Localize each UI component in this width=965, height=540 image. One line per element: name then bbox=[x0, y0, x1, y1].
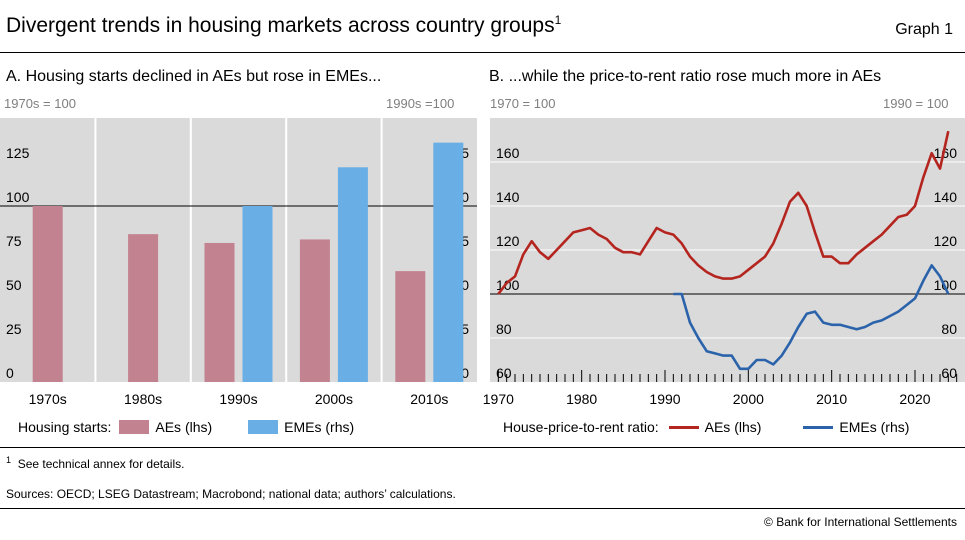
y-tick-left: 60 bbox=[496, 365, 512, 381]
legend-ae-line bbox=[668, 425, 699, 429]
line-ae bbox=[497, 130, 950, 295]
legend-ae-text: AEs (lhs) bbox=[155, 419, 213, 435]
legend-ae-line-text: AEs (lhs) bbox=[704, 419, 762, 435]
legend-ae-swatch bbox=[119, 420, 150, 434]
x-tick-label: 2010s bbox=[410, 391, 448, 407]
panel-a-left-unit: 1970s = 100 bbox=[4, 96, 76, 111]
legend-eme-line bbox=[803, 425, 834, 429]
top-divider bbox=[0, 52, 965, 53]
x-tick-label: 2020 bbox=[899, 391, 930, 407]
x-tick-label: 2000 bbox=[733, 391, 764, 407]
legend-a-label: Housing starts: bbox=[18, 419, 112, 435]
line-eme bbox=[673, 264, 950, 371]
y-tick-left: 0 bbox=[6, 365, 14, 381]
y-tick-right: 80 bbox=[941, 321, 957, 337]
y-tick-right: 160 bbox=[934, 145, 958, 161]
copyright: © Bank for International Settlements bbox=[764, 515, 957, 529]
bar-eme-1990s bbox=[242, 206, 273, 382]
bar-ae-1980s bbox=[128, 234, 159, 382]
x-tick-label: 2000s bbox=[315, 391, 353, 407]
panel-b-legend: House-price-to-rent ratio: AEs (lhs) EME… bbox=[503, 419, 909, 435]
bar-ae-1970s bbox=[32, 206, 63, 382]
y-tick-left: 140 bbox=[496, 189, 520, 205]
y-tick-left: 80 bbox=[496, 321, 512, 337]
legend-eme-line-text: EMEs (rhs) bbox=[839, 419, 910, 435]
y-tick-left: 25 bbox=[6, 321, 22, 337]
panel-b-left-unit: 1970 = 100 bbox=[490, 96, 556, 111]
graph-label: Graph 1 bbox=[895, 21, 953, 38]
x-tick-label: 1980 bbox=[566, 391, 597, 407]
bar-ae-1990s bbox=[204, 242, 235, 382]
page-title: Divergent trends in housing markets acro… bbox=[6, 13, 562, 37]
panel-a-legend: Housing starts: AEs (lhs) EMEs (rhs) bbox=[18, 419, 354, 435]
panel-a-right-unit: 1990s =100 bbox=[386, 96, 455, 111]
y-tick-right: 140 bbox=[934, 189, 958, 205]
bar-ae-2010s bbox=[395, 271, 426, 382]
x-tick-label: 1990 bbox=[649, 391, 680, 407]
bar-eme-2010s bbox=[433, 142, 464, 382]
x-tick-label: 2010 bbox=[816, 391, 847, 407]
legend-b-label: House-price-to-rent ratio: bbox=[503, 419, 659, 435]
y-tick-left: 125 bbox=[6, 145, 30, 161]
x-tick-label: 1980s bbox=[124, 391, 162, 407]
legend-eme-swatch bbox=[248, 420, 279, 434]
y-tick-left: 50 bbox=[6, 277, 22, 293]
panel-b-title: B. ...while the price-to-rent ratio rose… bbox=[489, 68, 882, 85]
bar-ae-2000s bbox=[299, 239, 330, 382]
y-tick-left: 75 bbox=[6, 233, 22, 249]
x-tick-label: 1970s bbox=[29, 391, 67, 407]
y-tick-right: 120 bbox=[934, 233, 958, 249]
y-tick-left: 100 bbox=[6, 189, 30, 205]
x-tick-label: 1970 bbox=[483, 391, 514, 407]
footnote: 1 See technical annex for details. bbox=[6, 455, 185, 471]
y-tick-left: 160 bbox=[496, 145, 520, 161]
y-tick-left: 120 bbox=[496, 233, 520, 249]
sources: Sources: OECD; LSEG Datastream; Macrobon… bbox=[6, 487, 456, 501]
y-tick-right: 0 bbox=[461, 365, 469, 381]
panel-a-title: A. Housing starts declined in AEs but ro… bbox=[6, 68, 382, 85]
mid-divider bbox=[0, 447, 965, 448]
bar-eme-2000s bbox=[337, 167, 368, 382]
bottom-divider bbox=[0, 508, 965, 509]
legend-eme-text: EMEs (rhs) bbox=[284, 419, 355, 435]
x-tick-label: 1990s bbox=[219, 391, 257, 407]
panel-b-right-unit: 1990 = 100 bbox=[883, 96, 949, 111]
y-tick-right: 60 bbox=[941, 365, 957, 381]
